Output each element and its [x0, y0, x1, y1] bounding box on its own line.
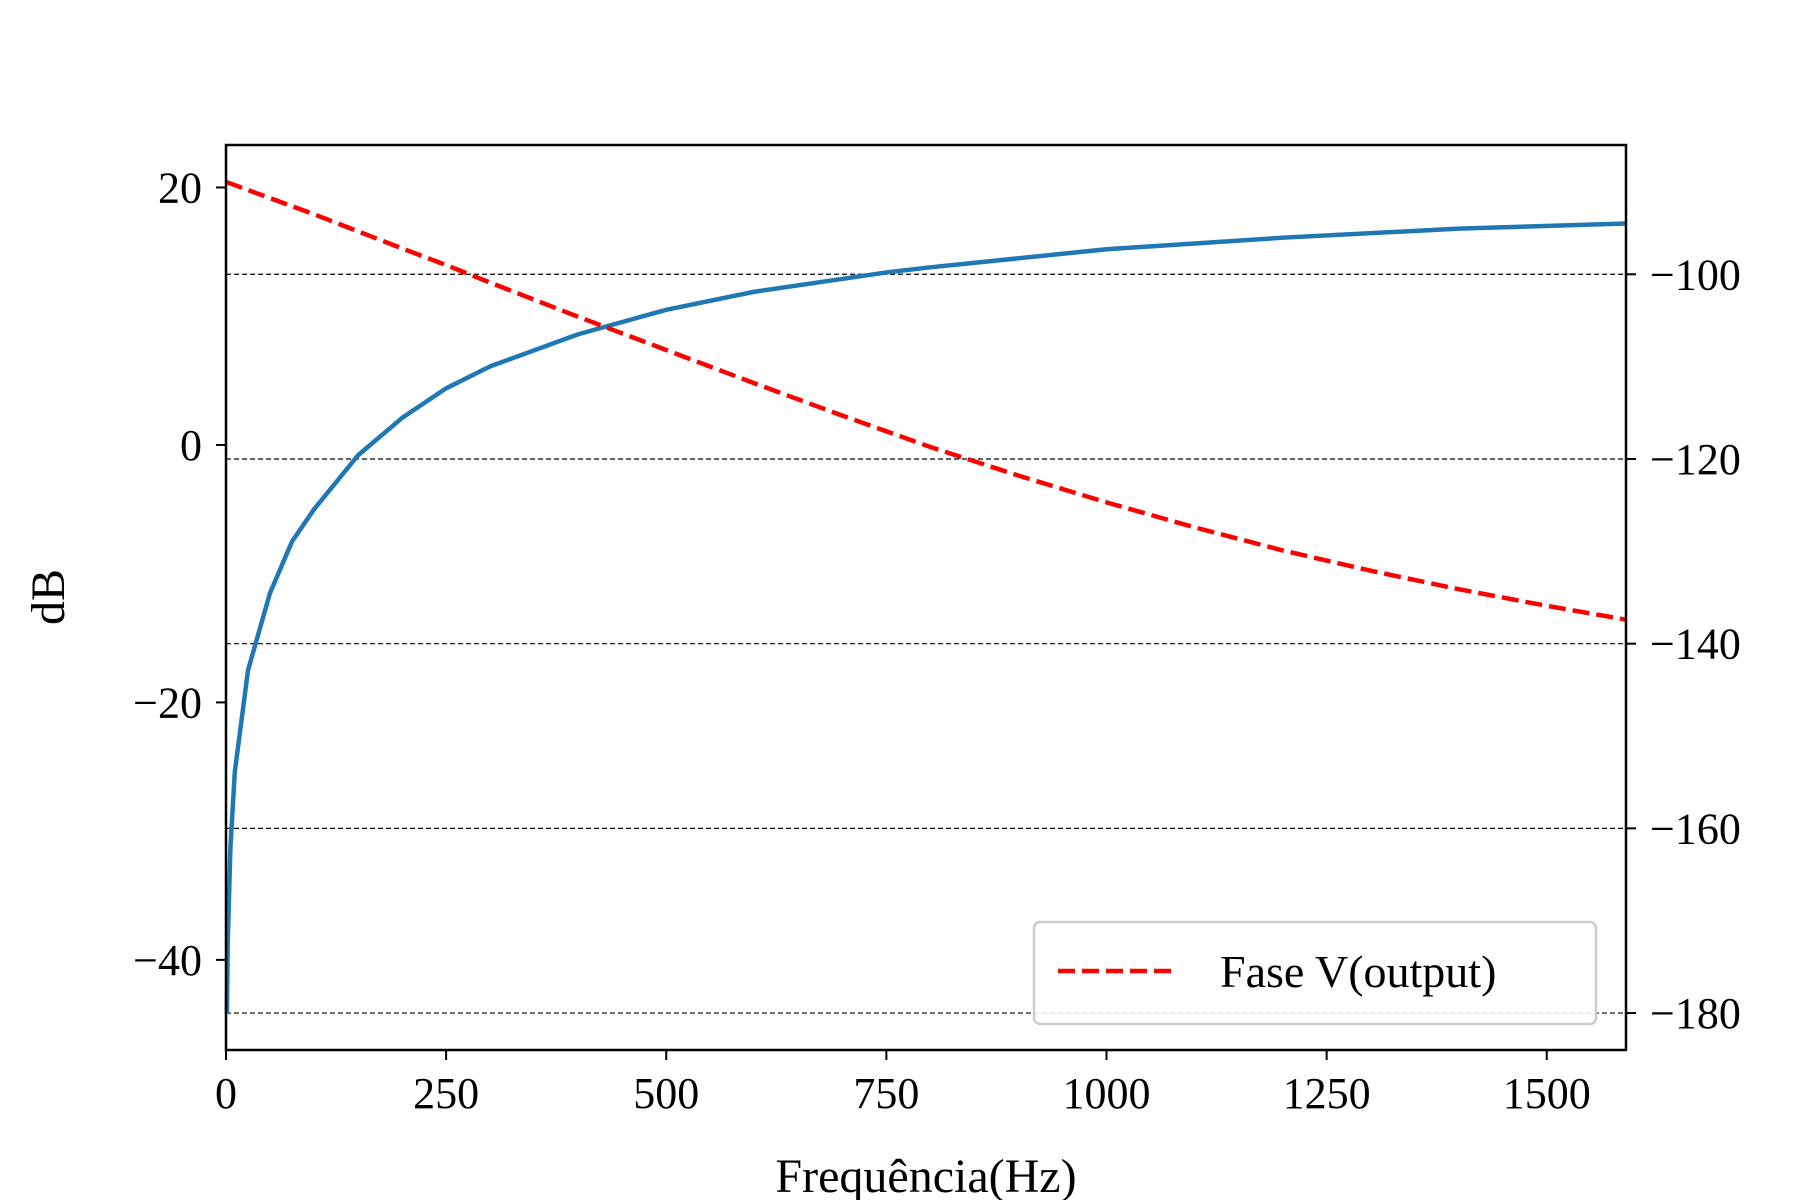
- y-left-tick-label: −40: [133, 936, 202, 985]
- legend-box: [1032, 920, 1598, 1026]
- series-layer: [224, 179, 1627, 1014]
- y-right-tick-label: −180: [1650, 989, 1741, 1038]
- x-tick-label: 1500: [1503, 1069, 1591, 1118]
- y-right-tick-label: −100: [1650, 250, 1741, 299]
- plot-frame: [224, 143, 1628, 1052]
- grid-lines: [226, 273, 1626, 1014]
- legend: Fase V(output): [1032, 920, 1598, 1026]
- y-axis-left: 20 0 −20 −40: [133, 163, 226, 985]
- series-line-magnitude: [224, 221, 1627, 1014]
- x-tick-label: 750: [853, 1069, 919, 1118]
- x-axis-title: Frequência(Hz): [775, 1150, 1076, 1200]
- y-axis-title: dB: [22, 569, 75, 625]
- x-tick-label: 1250: [1283, 1069, 1371, 1118]
- y-right-tick-label: −160: [1650, 804, 1741, 853]
- y-left-tick-label: 0: [180, 421, 202, 470]
- y-axis-right: −100 −120 −140 −160 −180: [1626, 250, 1741, 1038]
- x-tick-label: 250: [413, 1069, 479, 1118]
- x-tick-label: 1000: [1063, 1069, 1151, 1118]
- y-right-tick-label: −120: [1650, 435, 1741, 484]
- y-left-tick-label: 20: [158, 163, 202, 212]
- x-axis: 0 250 500 750 1000 1250 1500: [215, 1050, 1591, 1118]
- series-line-phase: [225, 179, 1627, 622]
- legend-label: Fase V(output): [1220, 946, 1496, 997]
- x-tick-label: 0: [215, 1069, 237, 1118]
- y-left-tick-label: −20: [133, 678, 202, 727]
- y-right-tick-label: −140: [1650, 620, 1741, 669]
- x-tick-label: 500: [633, 1069, 699, 1118]
